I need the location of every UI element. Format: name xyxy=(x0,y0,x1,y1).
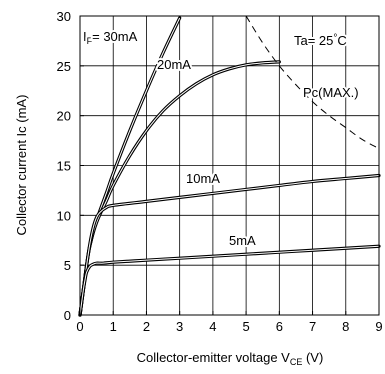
curve-pc-max xyxy=(245,15,380,149)
x-tick-label-9: 9 xyxy=(375,319,382,334)
y-tick-label-1: 5 xyxy=(64,258,71,273)
y-axis-title: Collector current Ic (mA) xyxy=(14,95,29,236)
grid-layer xyxy=(80,16,379,315)
x-tick-label-7: 7 xyxy=(309,319,316,334)
y-tick-label-2: 10 xyxy=(57,208,71,223)
temperature-degree: ° xyxy=(333,33,337,44)
x-axis-title-subscript: CE xyxy=(290,357,303,367)
pc-max-label: Pc(MAX.) xyxy=(303,85,359,100)
if-prefix: I xyxy=(83,29,87,44)
x-axis-title-main: Collector-emitter voltage V xyxy=(137,350,290,365)
y-tick-label-6: 30 xyxy=(57,9,71,24)
x-tick-label-1: 1 xyxy=(110,319,117,334)
x-axis-title: Collector-emitter voltage VCE (V) xyxy=(137,350,324,367)
if-20ma-label: 20mA xyxy=(157,57,191,72)
x-tick-label-4: 4 xyxy=(209,319,216,334)
if-subscript: F xyxy=(87,36,93,46)
y-tick-label-3: 15 xyxy=(57,159,71,174)
x-tick-label-2: 2 xyxy=(143,319,150,334)
curves-layer xyxy=(78,15,381,317)
if-30ma-label: IF= 30mA xyxy=(83,29,138,46)
x-tick-label-0: 0 xyxy=(76,319,83,334)
y-tick-label-5: 25 xyxy=(57,59,71,74)
x-tick-label-6: 6 xyxy=(276,319,283,334)
y-tick-label-4: 20 xyxy=(57,109,71,124)
if-value: = 30mA xyxy=(92,29,137,44)
curve-5ma-inner xyxy=(79,245,380,316)
temperature-unit: C xyxy=(337,33,346,48)
if-10ma-label: 10mA xyxy=(186,171,220,186)
temperature-prefix: Ta= 25 xyxy=(294,33,333,48)
curve-5ma xyxy=(78,244,381,317)
curve-10ma-inner xyxy=(79,174,380,316)
x-axis-title-unit: (V) xyxy=(302,350,323,365)
temperature-condition: Ta= 25°C xyxy=(294,33,347,48)
if-5ma-label: 5mA xyxy=(229,233,256,248)
y-tick-label-0: 0 xyxy=(64,308,71,323)
x-tick-label-5: 5 xyxy=(242,319,249,334)
x-tick-label-3: 3 xyxy=(176,319,183,334)
ticks-layer: 0 1 2 3 4 5 6 7 8 9 0 5 10 15 20 25 30 xyxy=(57,9,383,334)
x-tick-label-8: 8 xyxy=(342,319,349,334)
